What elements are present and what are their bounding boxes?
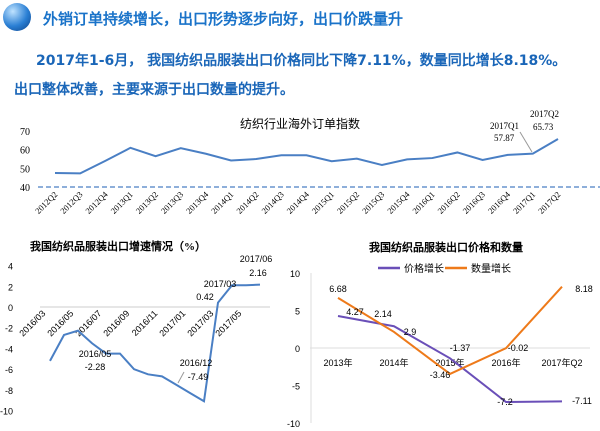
- data-label: -1.37: [450, 343, 471, 353]
- legend-label: 数量增长: [471, 262, 511, 275]
- x-tick-label: 2014Q1: [209, 189, 235, 215]
- annotation-leader: [519, 131, 533, 153]
- annotation-value: 2.16: [249, 268, 267, 278]
- annotation-label: 2016/12: [180, 358, 213, 368]
- x-tick-label: 2013Q2: [134, 189, 160, 215]
- legend-label: 价格增长: [404, 262, 444, 275]
- x-tick-label: 2013年: [323, 357, 352, 368]
- y-tick-label: -4: [5, 344, 13, 354]
- series-line: [337, 314, 563, 404]
- x-tick-label: 2016Q4: [486, 189, 513, 216]
- x-tick-label: 2016/09: [101, 308, 131, 338]
- x-tick-label: 2013Q4: [184, 189, 211, 216]
- page-title: 外销订单持续增长，出口形势逐步向好，出口价跌量升: [43, 10, 404, 28]
- annotation-value: -7.49: [188, 372, 209, 382]
- y-tick-label: 60: [20, 146, 30, 157]
- y-tick-label: 4: [8, 262, 13, 272]
- x-tick-label: 2015Q3: [360, 189, 386, 215]
- data-label: -0.02: [508, 343, 529, 353]
- x-tick-label: 2014Q3: [259, 189, 285, 215]
- y-tick-label: -10: [0, 407, 13, 417]
- x-tick-label: 2014Q2: [234, 189, 260, 215]
- y-tick-label: 0: [295, 344, 300, 354]
- chart-title: 我国纺织品服装出口价格和数量: [369, 240, 523, 254]
- y-tick-label: -5: [292, 382, 300, 392]
- globe-icon: [3, 3, 31, 31]
- x-tick-label: 2017Q2: [536, 189, 562, 215]
- x-tick-label: 2017Q1: [511, 189, 537, 215]
- x-tick-label: 2014Q4: [284, 189, 311, 216]
- y-tick-label: 0: [8, 303, 13, 313]
- y-tick-label: -10: [287, 419, 300, 429]
- data-label: 8.18: [575, 284, 593, 294]
- data-label: -7.2: [497, 397, 513, 407]
- data-label: -3.46: [430, 370, 451, 380]
- data-label: 6.68: [329, 284, 347, 294]
- x-tick-label: 2017/03: [185, 308, 215, 338]
- y-tick-label: 70: [20, 127, 30, 138]
- annotation-label: 2017/06: [240, 254, 273, 264]
- x-tick-label: 2017/05: [213, 308, 243, 338]
- y-tick-label: -2: [5, 324, 13, 334]
- annotation-value: -2.28: [85, 362, 106, 372]
- x-tick-label: 2015Q1: [310, 189, 336, 215]
- series-line: [54, 138, 559, 175]
- x-tick-label: 2012Q4: [83, 189, 110, 216]
- annotation-leader: [177, 371, 185, 384]
- annotation-label: 2017Q1: [490, 121, 519, 131]
- x-tick-label: 2017/01: [157, 308, 187, 338]
- x-tick-label: 2016年: [491, 357, 520, 368]
- y-tick-label: 5: [295, 307, 300, 317]
- x-tick-label: 2016/05: [45, 308, 75, 338]
- x-tick-label: 2014年: [379, 357, 408, 368]
- series-line: [49, 283, 261, 403]
- summary-line-1: 2017年1-6月， 我国纺织品服装出口价格同比下降7.11%，数量同比增长8.…: [36, 53, 567, 69]
- x-tick-label: 2015年: [435, 357, 464, 368]
- data-label: 2.9: [404, 327, 417, 337]
- x-tick-label: 2016Q2: [435, 189, 461, 215]
- annotation-label: 2016/05: [79, 349, 112, 359]
- chart-title: 纺织行业海外订单指数: [240, 116, 360, 131]
- summary-line-2: 出口整体改善，主要来源于出口数量的提升。: [14, 82, 294, 98]
- annotation-value: 0.42: [196, 292, 214, 302]
- x-tick-label: 2017年Q2: [541, 357, 582, 368]
- x-tick-label: 2013Q1: [108, 189, 134, 215]
- x-tick-label: 2016/07: [73, 308, 103, 338]
- x-tick-label: 2013Q3: [159, 189, 185, 215]
- y-tick-label: 50: [20, 164, 30, 175]
- x-tick-label: 2016Q1: [410, 189, 436, 215]
- x-tick-label: 2012Q3: [58, 189, 84, 215]
- y-tick-label: -6: [5, 365, 13, 375]
- y-tick-label: 10: [290, 269, 300, 279]
- annotation-value: 65.73: [533, 122, 554, 132]
- x-tick-label: 2016Q3: [461, 189, 487, 215]
- x-tick-label: 2016/03: [17, 308, 47, 338]
- x-tick-label: 2015Q2: [335, 189, 361, 215]
- annotation-value: 57.87: [494, 133, 515, 143]
- series-line: [337, 285, 563, 376]
- annotation-label: 2017/03: [204, 279, 237, 289]
- data-label: -7.11: [572, 396, 592, 406]
- y-tick-label: -8: [5, 386, 13, 396]
- y-tick-label: 40: [20, 183, 30, 194]
- x-tick-label: 2012Q2: [33, 189, 59, 215]
- y-tick-label: 2: [8, 282, 13, 292]
- x-tick-label: 2016/11: [130, 308, 160, 338]
- data-label: 2.14: [374, 309, 392, 319]
- data-label: 4.27: [346, 307, 364, 317]
- x-tick-label: 2015Q4: [385, 189, 412, 216]
- annotation-label: 2017Q2: [530, 109, 559, 119]
- chart-title: 我国纺织品服装出口增速情况（%）: [30, 239, 206, 253]
